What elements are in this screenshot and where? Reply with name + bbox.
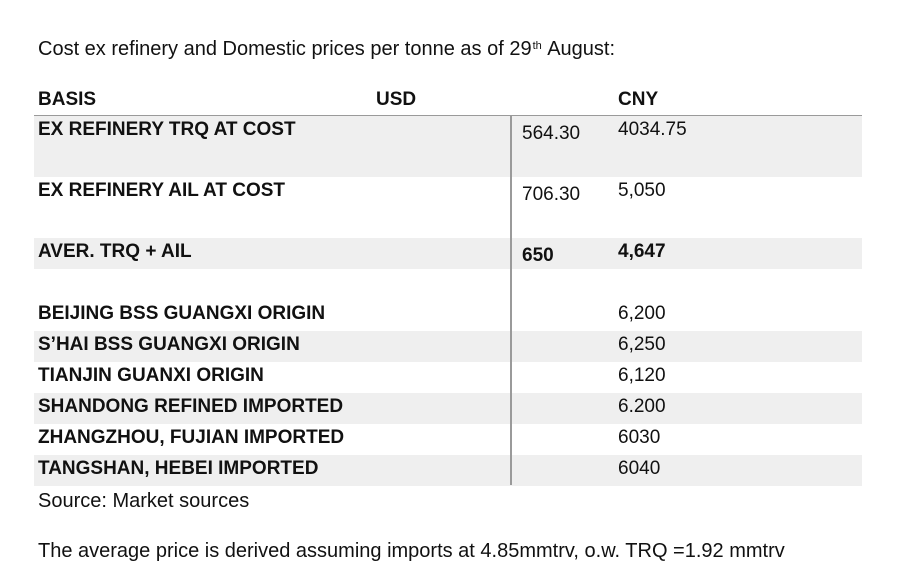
header-cny: CNY: [618, 89, 659, 110]
table-row: ZHANGZHOU, FUJIAN IMPORTED 6030: [34, 424, 862, 455]
table-body: EX REFINERY TRQ AT COST 564.30 4034.75 EX R…: [34, 116, 862, 486]
intro-after: August:: [542, 38, 616, 60]
column-divider: [510, 115, 512, 485]
cell-basis: EX REFINERY TRQ AT COST: [38, 119, 296, 140]
table-row: S’HAI BSS GUANGXI ORIGIN 6,250: [34, 331, 862, 362]
cell-basis: AVER. TRQ + AIL: [38, 241, 192, 262]
cell-cny: 6,200: [618, 303, 666, 324]
table-row: [34, 269, 862, 300]
cell-cny: 6030: [618, 427, 661, 448]
cell-cny: 6,120: [618, 365, 666, 386]
cell-cny: 4,647: [618, 241, 666, 262]
cell-basis: TANGSHAN, HEBEI IMPORTED: [38, 458, 319, 479]
table-row: AVER. TRQ + AIL 650 4,647: [34, 238, 862, 269]
cell-basis: TIANJIN GUANXI ORIGIN: [38, 365, 264, 386]
cell-basis: S’HAI BSS GUANGXI ORIGIN: [38, 334, 300, 355]
table-row: TANGSHAN, HEBEI IMPORTED 6040: [34, 455, 862, 486]
cell-basis: SHANDONG REFINED IMPORTED: [38, 396, 344, 417]
cell-basis: BEIJING BSS GUANGXI ORIGIN: [38, 303, 326, 324]
cell-usd: 564.30: [522, 123, 581, 144]
cell-usd: 706.30: [522, 184, 581, 205]
table-row: SHANDONG REFINED IMPORTED 6.200: [34, 393, 862, 424]
table-row: BEIJING BSS GUANGXI ORIGIN 6,200: [34, 300, 862, 331]
cell-usd: 650: [522, 245, 554, 266]
table-row: EX REFINERY TRQ AT COST 564.30 4034.75: [34, 116, 862, 177]
source-note: Source: Market sources: [38, 490, 250, 512]
table-row: EX REFINERY AIL AT COST 706.30 5,050: [34, 177, 862, 238]
intro-before: Cost ex refinery and Domestic prices per…: [38, 38, 532, 60]
cell-cny: 4034.75: [618, 119, 687, 140]
price-table: BASIS USD CNY EX REFINERY TRQ AT COST 564…: [34, 87, 862, 486]
header-usd: USD: [376, 89, 417, 110]
header-basis: BASIS: [38, 89, 97, 110]
cell-basis: EX REFINERY AIL AT COST: [38, 180, 286, 201]
cell-cny: 6.200: [618, 396, 666, 417]
intro-superscript: th: [532, 40, 542, 52]
cell-cny: 6,250: [618, 334, 666, 355]
cell-cny: 6040: [618, 458, 661, 479]
footnote: The average price is derived assuming im…: [38, 540, 785, 562]
cell-basis: ZHANGZHOU, FUJIAN IMPORTED: [38, 427, 345, 448]
table-header: BASIS USD CNY: [34, 87, 862, 116]
table-row: TIANJIN GUANXI ORIGIN 6,120: [34, 362, 862, 393]
intro-text: Cost ex refinery and Domestic prices per…: [38, 38, 615, 61]
cell-cny: 5,050: [618, 180, 666, 201]
